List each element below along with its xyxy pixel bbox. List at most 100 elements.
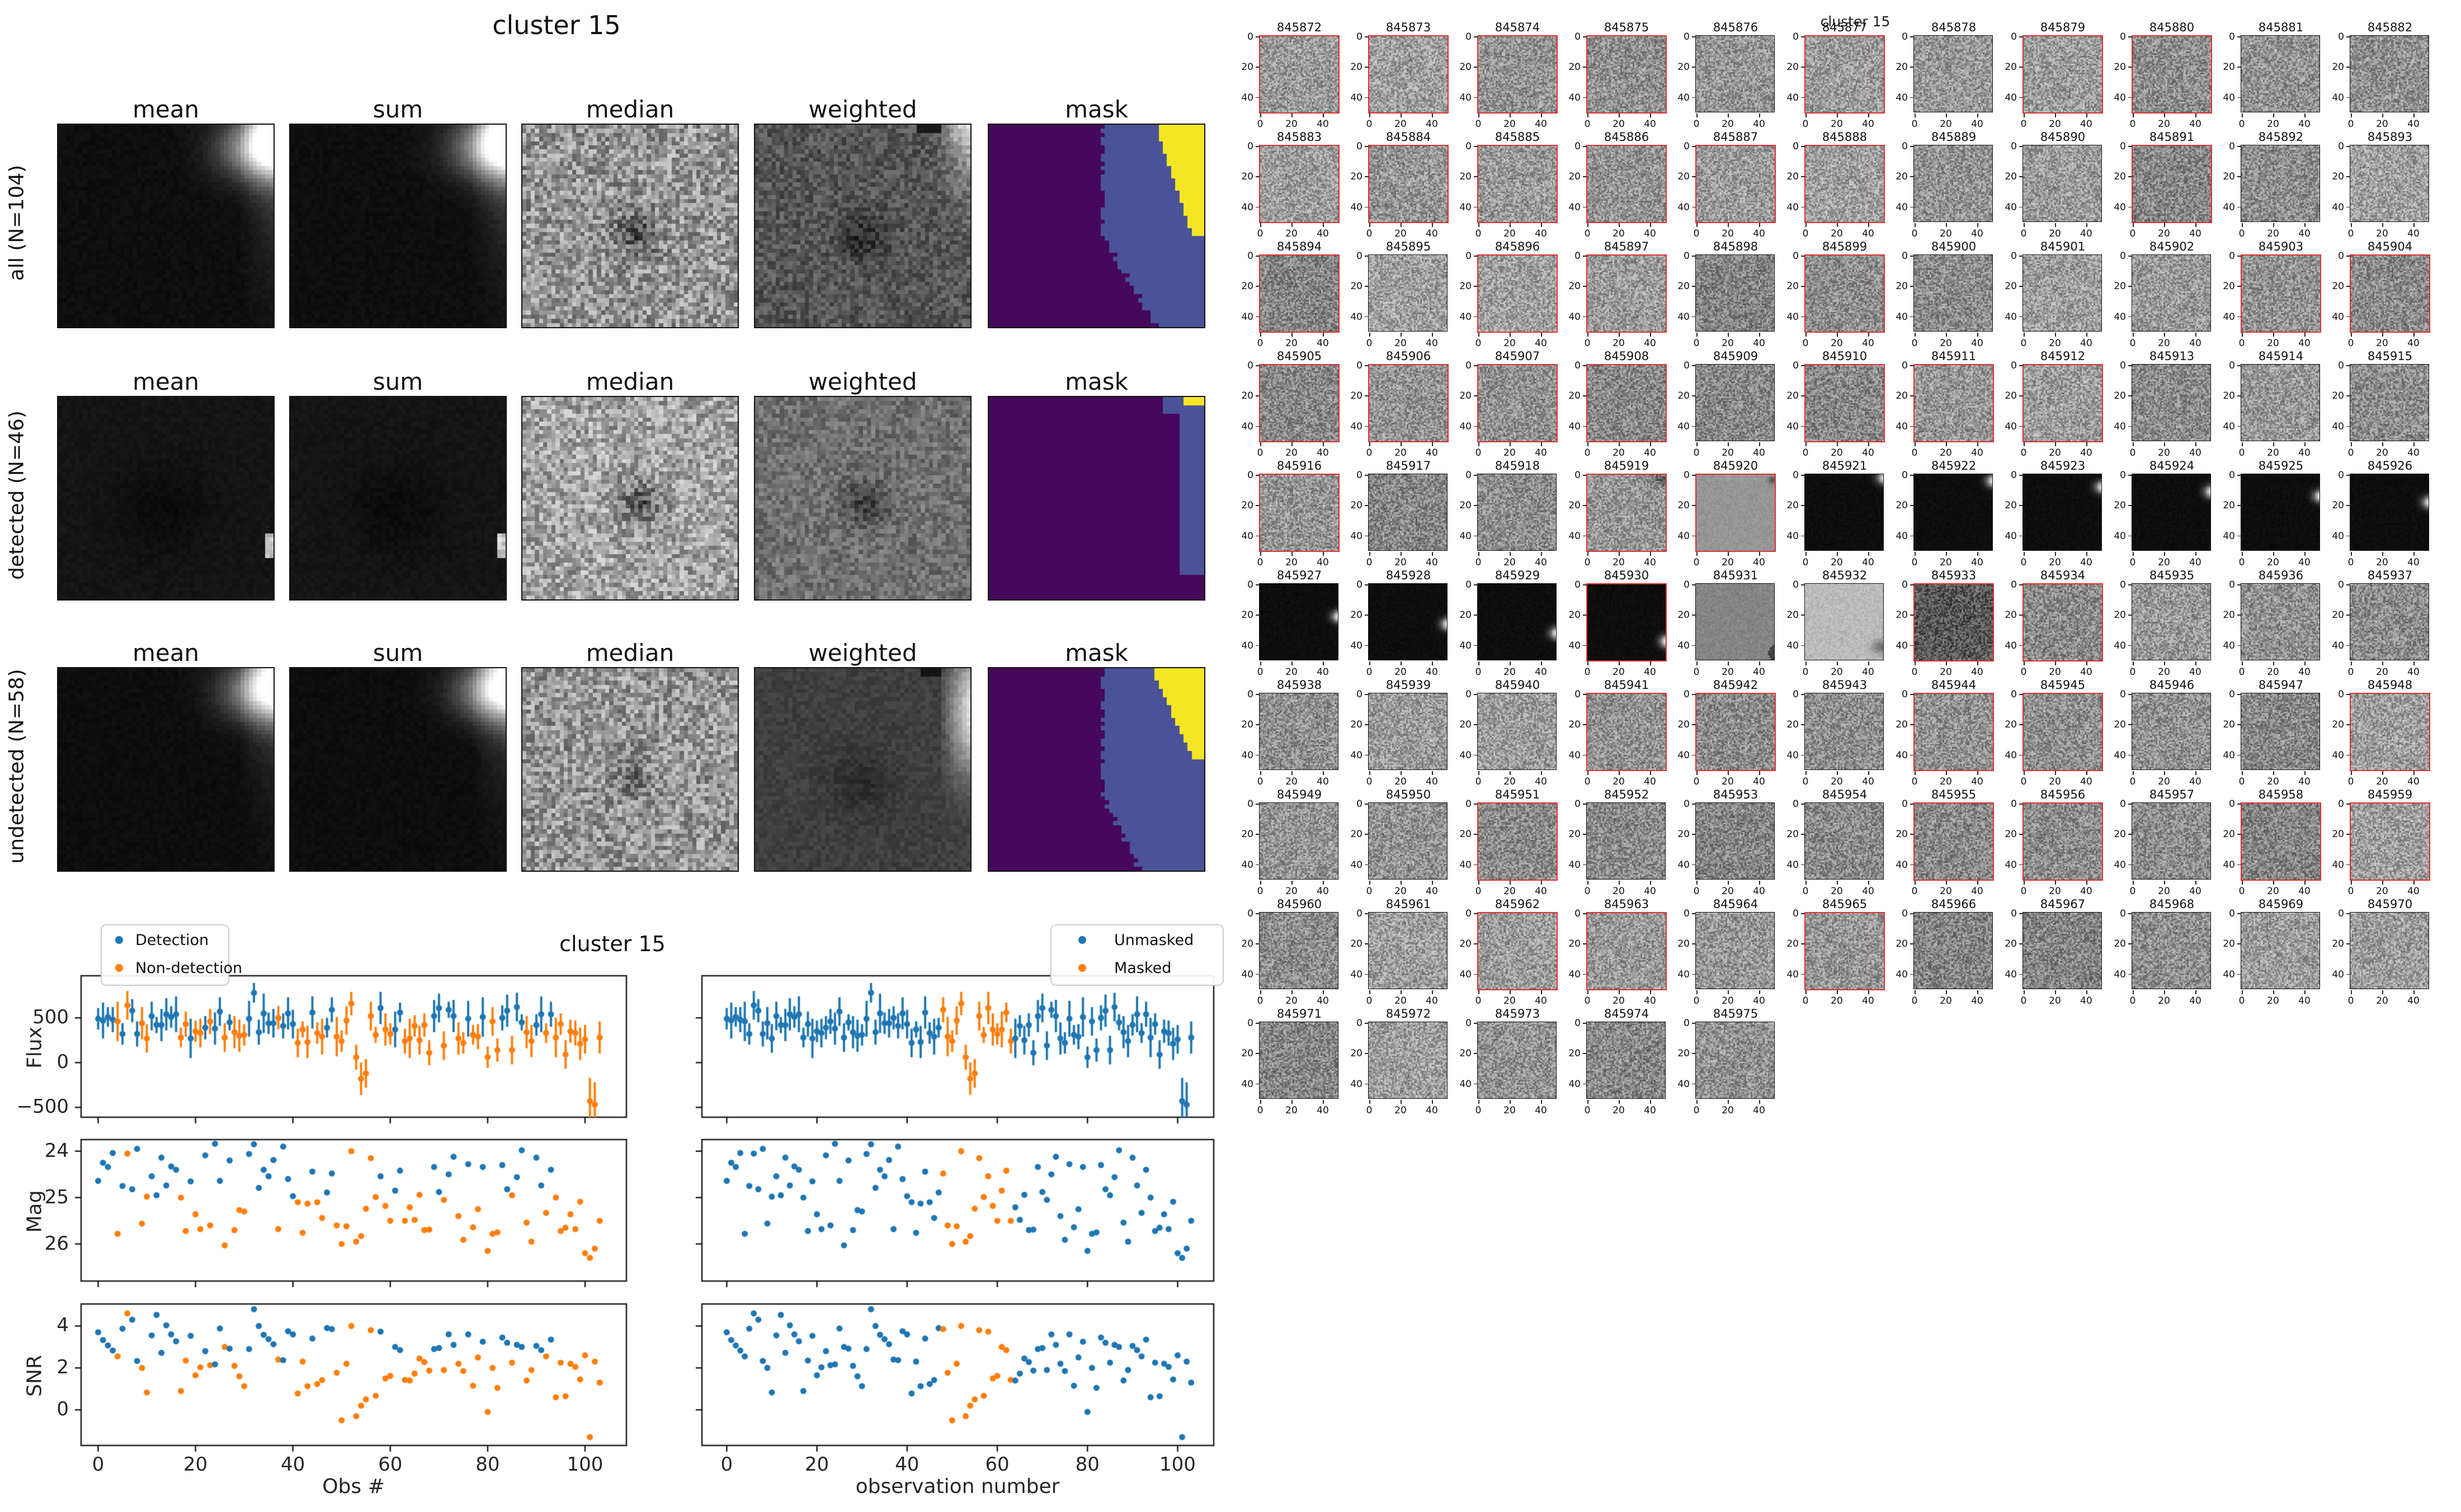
thumb-y-tick-label: 20 (1677, 938, 1690, 950)
x-tick-label: 0 (92, 1453, 105, 1476)
thumbnail-id-label: 845958 (2258, 788, 2304, 801)
thumb-y-tick-label: 20 (2114, 62, 2126, 73)
thumb-x-tick-label: 0 (1911, 776, 1918, 787)
y-tick-mark (1801, 615, 1805, 616)
thumb-y-tick-label: 0 (1247, 579, 1253, 590)
x-tick-mark (1696, 662, 1698, 665)
thumb-y-tick-label: 20 (1786, 62, 1799, 73)
thumb-x-tick-label: 20 (1613, 886, 1625, 897)
thumbnail-cell: 845951 0 20 40 0 20 40 (1445, 787, 1558, 897)
thumb-y-tick-label: 0 (2120, 470, 2126, 481)
x-tick-mark (2351, 771, 2352, 775)
thumb-x-tick-label: 0 (1584, 667, 1591, 678)
thumb-y-tick-label: 40 (2223, 749, 2235, 761)
x-tick-mark (1541, 881, 1542, 885)
x-tick-mark (2055, 771, 2056, 775)
thumb-y-tick-label: 20 (2223, 62, 2235, 73)
y-tick-mark (1256, 535, 1260, 537)
thumb-y-tick-label: 0 (1684, 1018, 1690, 1029)
x-tick-mark (1805, 114, 1807, 117)
thumb-x-tick-label: 20 (1613, 338, 1625, 349)
y-tick-mark (1474, 475, 1478, 476)
thumb-x-tick-label: 40 (2080, 886, 2092, 897)
thumb-x-tick-label: 0 (1584, 776, 1591, 787)
thumb-x-tick-label: 0 (2020, 557, 2027, 568)
y-tick-mark (2346, 206, 2350, 208)
thumb-y-tick-label: 40 (1241, 420, 1253, 432)
thumb-y-tick-label: 20 (2223, 829, 2235, 840)
thumbnail-id-label: 845955 (1931, 788, 1977, 801)
x-tick-mark (1946, 223, 1947, 227)
x-tick-mark (1977, 990, 1978, 994)
y-tick-mark (1801, 316, 1805, 318)
thumbnail-cell: 845973 0 20 40 0 20 40 (1445, 1006, 1557, 1116)
thumb-x-tick-label: 0 (2238, 886, 2245, 897)
thumb-x-tick-label: 20 (1722, 886, 1734, 897)
thumb-y-tick-label: 20 (1241, 281, 1253, 292)
y-tick-mark (2346, 475, 2350, 476)
y-tick-mark (2019, 67, 2023, 68)
y-tick-mark (1583, 615, 1587, 616)
x-tick-mark (1728, 771, 1729, 775)
thumb-y-tick-label: 0 (2338, 470, 2344, 481)
thumb-x-tick-label: 20 (2376, 338, 2388, 349)
thumbnail-cell: 845966 0 20 40 0 20 40 (1881, 896, 1993, 1007)
thumb-x-tick-label: 40 (1971, 886, 1983, 897)
right-flux-plot (692, 966, 1224, 1127)
thumbnail-image (2132, 693, 2211, 770)
thumb-y-tick-label: 20 (1459, 938, 1472, 950)
x-tick-mark (1728, 881, 1729, 885)
thumb-y-tick-label: 20 (1241, 609, 1253, 621)
thumb-x-tick-label: 20 (1285, 338, 1298, 349)
thumb-x-tick-label: 0 (1257, 886, 1263, 897)
y-tick-mark (1256, 584, 1260, 585)
y-tick-mark (1365, 146, 1369, 147)
thumb-y-tick-label: 0 (2120, 141, 2126, 152)
stack-panel-image-median-noise (521, 124, 739, 328)
thumbnail-image (1804, 364, 1885, 442)
x-tick-mark (1401, 223, 1402, 227)
thumb-y-tick-label: 20 (1350, 938, 1362, 950)
thumbnail-image (1695, 583, 1775, 660)
thumbnail-cell: 845946 0 20 40 0 20 40 (2099, 677, 2211, 787)
thumb-x-tick-label: 20 (2267, 886, 2279, 897)
x-tick-mark (2086, 662, 2087, 665)
x-tick-mark (1619, 223, 1620, 227)
x-tick-mark (1478, 990, 1479, 994)
y-tick-mark (1474, 974, 1478, 975)
x-tick-mark (1291, 881, 1293, 885)
x-tick-mark (2382, 552, 2383, 556)
x-tick-mark (2242, 552, 2243, 556)
thumb-x-tick-label: 20 (2267, 995, 2279, 1007)
y-tick-mark (1365, 645, 1369, 646)
x-tick-mark (2086, 114, 2087, 117)
x-tick-mark (2195, 442, 2196, 446)
y-tick-mark (1474, 645, 1478, 646)
thumb-y-tick-label: 0 (1465, 31, 1472, 42)
y-tick-mark (1365, 834, 1369, 835)
thumb-y-tick-label: 0 (1574, 1018, 1581, 1029)
thumbnail-cell: 845947 0 20 40 0 20 40 (2208, 677, 2320, 787)
x-tick-mark (1977, 771, 1978, 775)
thumb-y-tick-label: 40 (1241, 201, 1253, 213)
thumb-x-tick-label: 0 (1366, 995, 1373, 1007)
thumb-x-tick-label: 40 (2189, 557, 2201, 568)
y-tick-mark (1365, 535, 1369, 537)
thumbnail-image (1259, 802, 1338, 880)
y-tick-mark (2237, 694, 2241, 695)
y-tick-mark (1256, 864, 1260, 866)
x-tick-mark (2024, 552, 2025, 556)
x-tick-mark (1696, 552, 1698, 556)
thumbnail-image (2132, 254, 2211, 332)
thumbnail-cell: 845899 0 20 40 0 20 40 (1772, 239, 1885, 349)
thumbnail-id-label: 845947 (2258, 678, 2304, 692)
x-tick-mark (1401, 990, 1402, 994)
thumb-x-tick-label: 20 (1722, 119, 1734, 130)
y-tick-mark (2019, 206, 2023, 208)
thumb-y-tick-label: 40 (1350, 749, 1362, 761)
y-tick-mark (1583, 804, 1587, 805)
x-tick-mark (2304, 662, 2306, 665)
thumb-x-tick-label: 20 (1722, 667, 1734, 678)
thumb-x-tick-label: 40 (1426, 447, 1438, 459)
y-tick-mark (1365, 67, 1369, 68)
